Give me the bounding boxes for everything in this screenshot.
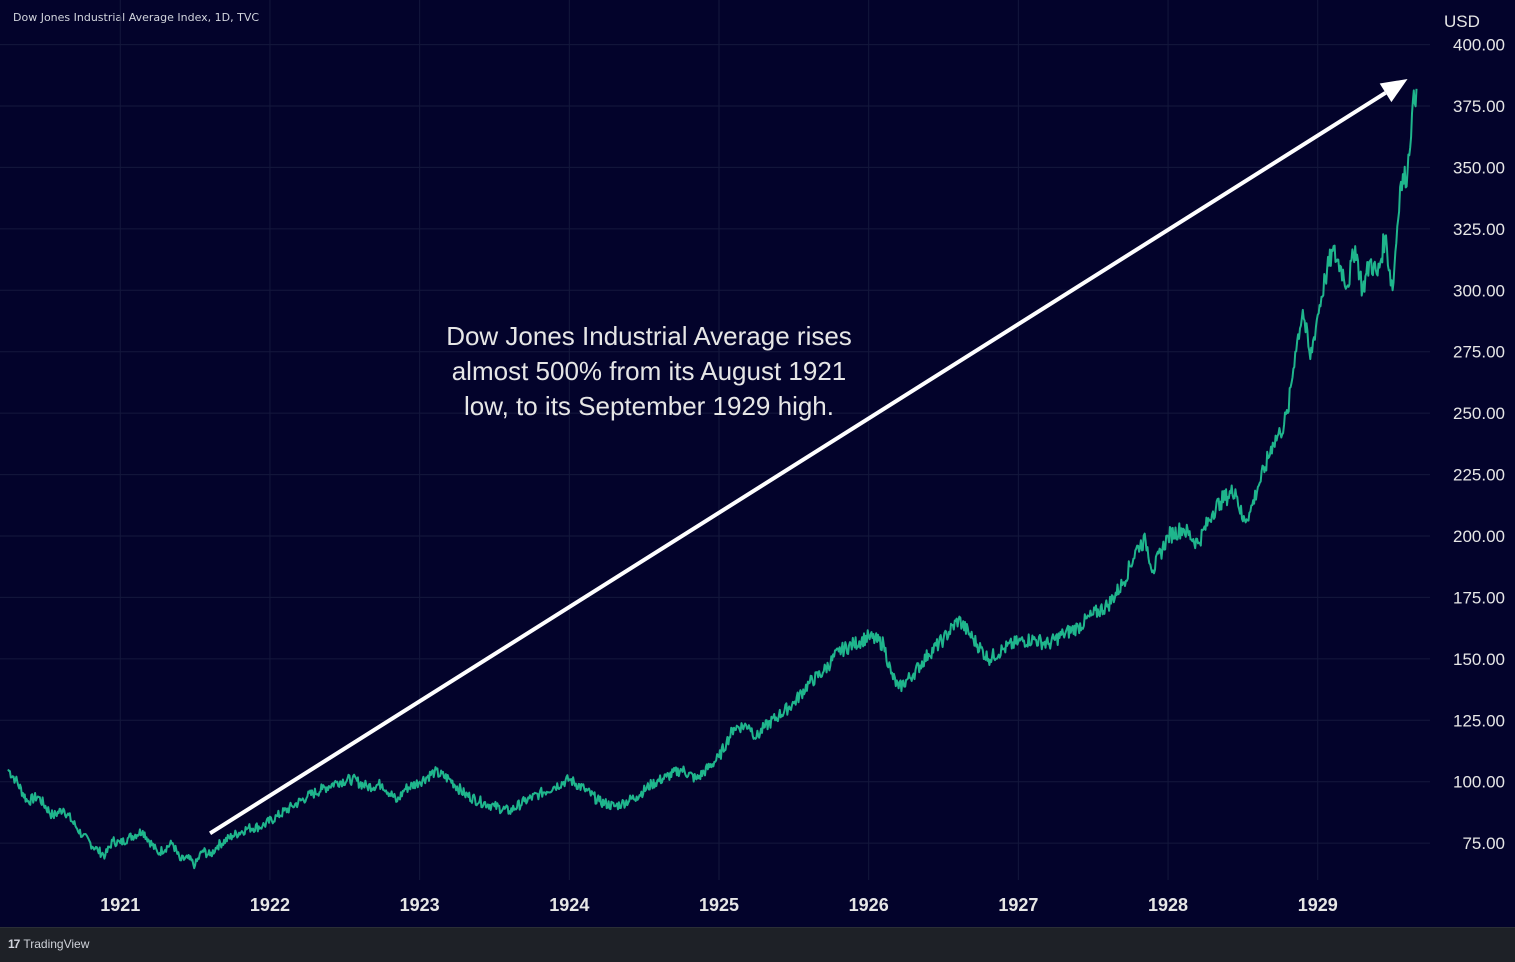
y-tick-label: 150.00 (1453, 650, 1505, 669)
x-tick-label: 1923 (400, 895, 440, 915)
x-tick-label: 1922 (250, 895, 290, 915)
y-tick-label: 375.00 (1453, 97, 1505, 116)
x-tick-label: 1924 (549, 895, 589, 915)
y-tick-label: 75.00 (1462, 834, 1505, 853)
y-tick-label: 200.00 (1453, 527, 1505, 546)
y-tick-label: 275.00 (1453, 343, 1505, 362)
x-tick-label: 1921 (100, 895, 140, 915)
x-tick-label: 1929 (1298, 895, 1338, 915)
annotation-line: Dow Jones Industrial Average rises (446, 321, 852, 351)
y-axis: 75.00 100.00 125.00 150.00 175.00 200.00 225.0… (1453, 36, 1505, 854)
tradingview-mark-icon: 17 (8, 937, 20, 951)
tradingview-logo[interactable]: 17 TradingView (8, 937, 89, 951)
footer: 17 TradingView (0, 927, 1515, 962)
y-tick-label: 350.00 (1453, 158, 1505, 177)
series-group (7, 88, 1418, 870)
price-line (7, 88, 1418, 870)
y-tick-label: 325.00 (1453, 220, 1505, 239)
chart-area[interactable]: Dow Jones Industrial Average Index, 1D, … (0, 0, 1515, 927)
x-tick-label: 1926 (849, 895, 889, 915)
currency-label: USD (1444, 12, 1480, 31)
annotation-text: Dow Jones Industrial Average rises almost… (446, 321, 852, 421)
grid-lines (0, 0, 1430, 880)
chart-title: Dow Jones Industrial Average Index, 1D, … (13, 11, 260, 24)
y-tick-label: 400.00 (1453, 36, 1505, 55)
annotation-line: almost 500% from its August 1921 (452, 356, 847, 386)
arrow-shaft (209, 91, 1387, 836)
price-chart[interactable]: 75.00 100.00 125.00 150.00 175.00 200.00 225.0… (0, 0, 1515, 927)
y-tick-label: 125.00 (1453, 711, 1505, 730)
x-tick-label: 1928 (1148, 895, 1188, 915)
x-tick-label: 1927 (998, 895, 1038, 915)
x-tick-label: 1925 (699, 895, 739, 915)
arrow-head (1379, 78, 1408, 103)
y-tick-label: 250.00 (1453, 404, 1505, 423)
trend-arrow (209, 78, 1408, 836)
y-tick-label: 175.00 (1453, 588, 1505, 607)
tradingview-brand: TradingView (23, 937, 90, 951)
y-tick-label: 300.00 (1453, 281, 1505, 300)
annotation-line: low, to its September 1929 high. (464, 391, 834, 421)
x-axis: 1921 1922 1923 1924 1925 1926 1927 1928 1929 (100, 895, 1338, 915)
y-tick-label: 225.00 (1453, 466, 1505, 485)
y-tick-label: 100.00 (1453, 773, 1505, 792)
